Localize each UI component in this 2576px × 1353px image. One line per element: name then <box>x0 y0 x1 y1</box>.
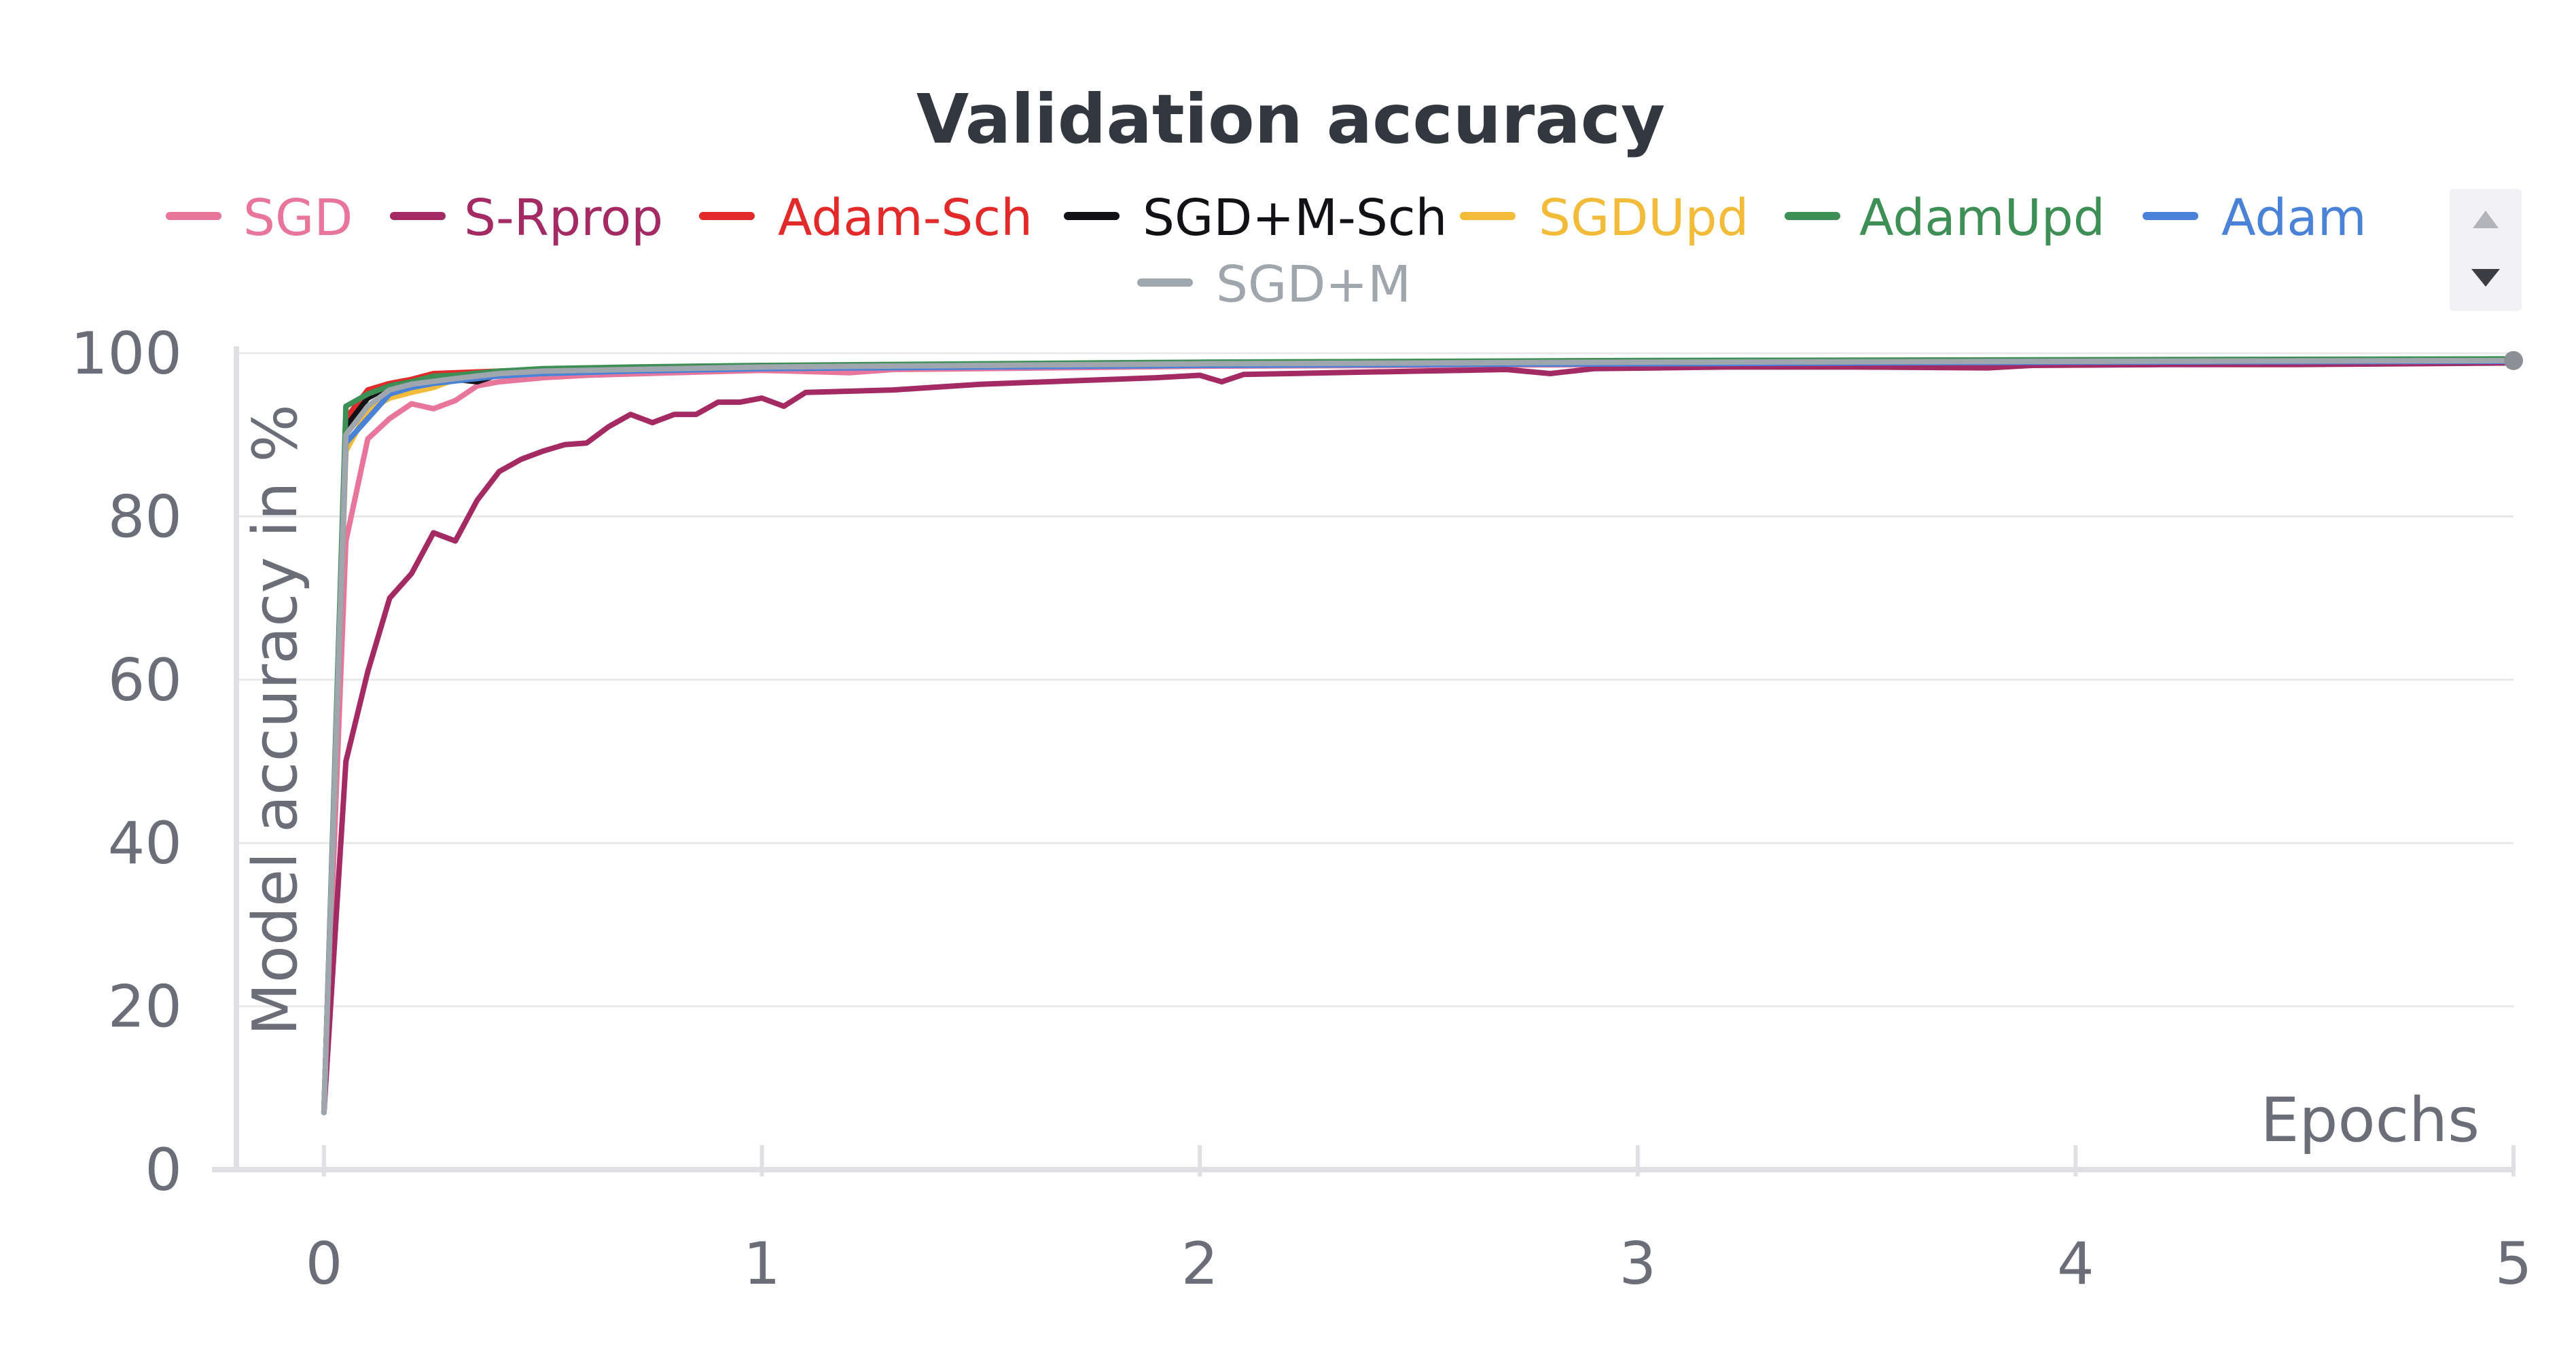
legend-item-adam-sch[interactable]: Adam-Sch <box>699 189 1033 247</box>
y-tick-label-20: 20 <box>108 973 182 1041</box>
legend-scroll-control <box>2450 189 2522 311</box>
legend: SGD S-Rprop Adam-Sch SGD+M-Sch SGDUpd AdamUpd… <box>166 189 2367 314</box>
y-axis-ticks: 0 20 40 60 80 100 <box>71 320 182 1204</box>
chart-title: Validation accuracy <box>916 79 1665 159</box>
legend-label-s-rprop: S-Rprop <box>464 189 663 247</box>
y-tick-label-60: 60 <box>108 647 182 715</box>
x-tick-label-1: 1 <box>743 1230 781 1298</box>
legend-label-sgd-m-sch: SGD+M-Sch <box>1143 189 1447 247</box>
triangle-up-icon[interactable] <box>2473 211 2499 228</box>
x-tick-label-4: 4 <box>2057 1230 2094 1298</box>
legend-item-sgd-m[interactable]: SGD+M <box>1137 255 1411 314</box>
legend-label-adam: Adam <box>2221 189 2367 247</box>
series-line-sgd-m <box>321 357 2516 1115</box>
y-tick-label-0: 0 <box>145 1136 182 1204</box>
y-tick-label-80: 80 <box>108 483 182 551</box>
series-lines <box>321 350 2523 1115</box>
y-axis-title: Model accuracy in % <box>240 404 311 1036</box>
legend-item-sgd[interactable]: SGD <box>166 189 353 247</box>
legend-label-adamupd: AdamUpd <box>1859 189 2105 247</box>
legend-item-adam[interactable]: Adam <box>2143 189 2367 247</box>
x-axis-title: Epochs <box>2261 1085 2480 1156</box>
x-tick-label-0: 0 <box>306 1230 343 1298</box>
legend-label-sgdupd: SGDUpd <box>1539 189 1749 247</box>
grid <box>236 352 2514 1008</box>
legend-item-sgdupd[interactable]: SGDUpd <box>1460 189 1749 247</box>
legend-label-sgd: SGD <box>243 189 353 247</box>
legend-scroll-background <box>2450 189 2522 311</box>
legend-item-s-rprop[interactable]: S-Rprop <box>390 189 663 247</box>
legend-label-sgd-m: SGD+M <box>1216 255 1411 314</box>
y-tick-label-40: 40 <box>108 810 182 878</box>
legend-item-adamupd[interactable]: AdamUpd <box>1785 189 2105 247</box>
triangle-down-icon[interactable] <box>2471 269 2500 287</box>
x-tick-label-3: 3 <box>1619 1230 1656 1298</box>
series-line-s-rprop <box>321 360 2516 1115</box>
legend-label-adam-sch: Adam-Sch <box>778 189 1033 247</box>
axes <box>212 346 2514 1172</box>
legend-item-sgd-m-sch[interactable]: SGD+M-Sch <box>1064 189 1447 247</box>
series-end-marker <box>2504 350 2523 370</box>
x-tick-label-2: 2 <box>1181 1230 1219 1298</box>
x-tick-label-5: 5 <box>2495 1230 2533 1298</box>
x-axis-ticks: 0 1 2 3 4 5 <box>306 1145 2533 1298</box>
y-tick-label-100: 100 <box>71 320 182 388</box>
